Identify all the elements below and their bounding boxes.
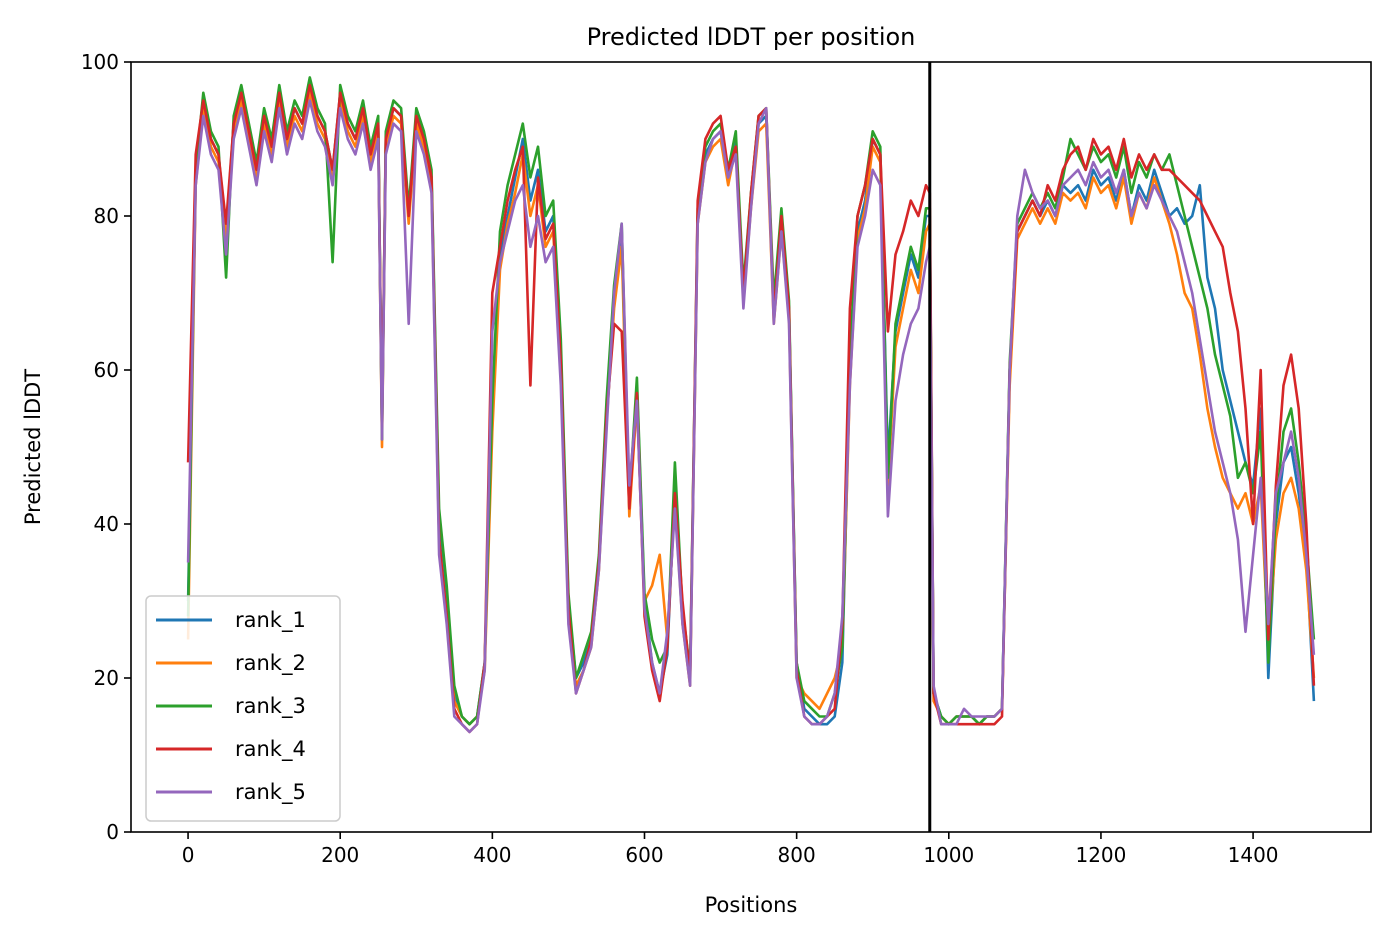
legend-label-rank_1: rank_1 xyxy=(235,608,306,633)
y-tick-label: 40 xyxy=(94,512,119,536)
x-tick-label: 400 xyxy=(473,843,511,867)
x-tick-label: 800 xyxy=(778,843,816,867)
x-axis: 0 200 400 600 800 1000 1200 1400 xyxy=(182,832,1279,867)
x-tick-label: 1000 xyxy=(923,843,974,867)
y-axis-title: Predicted lDDT xyxy=(21,369,45,525)
y-tick-label: 60 xyxy=(94,358,119,382)
plot-frame xyxy=(130,61,1372,833)
legend-box xyxy=(145,595,341,822)
legend: rank_1 rank_2 rank_3 rank_4 rank_5 xyxy=(145,595,341,822)
y-tick-label: 0 xyxy=(106,820,119,844)
y-axis: 0 20 40 60 80 100 xyxy=(81,50,131,844)
legend-label-rank_3: rank_3 xyxy=(235,694,306,719)
x-axis-title: Positions xyxy=(705,893,798,917)
series-line-rank_4 xyxy=(186,83,1316,734)
y-tick-label: 20 xyxy=(94,666,119,690)
legend-label-rank_4: rank_4 xyxy=(235,737,306,762)
y-tick-label: 80 xyxy=(94,204,119,228)
x-tick-label: 1400 xyxy=(1228,843,1279,867)
legend-label-rank_2: rank_2 xyxy=(235,651,306,676)
x-tick-label: 600 xyxy=(625,843,663,867)
series-line-rank_5 xyxy=(186,99,1316,734)
chart-title: Predicted lDDT per position xyxy=(587,23,916,51)
x-tick-label: 1200 xyxy=(1075,843,1126,867)
y-tick-label: 100 xyxy=(81,50,119,74)
series-line-rank_3 xyxy=(186,76,1316,726)
x-tick-label: 200 xyxy=(321,843,359,867)
x-tick-label: 0 xyxy=(182,843,195,867)
plot-area xyxy=(186,76,1316,734)
legend-label-rank_5: rank_5 xyxy=(235,780,306,805)
